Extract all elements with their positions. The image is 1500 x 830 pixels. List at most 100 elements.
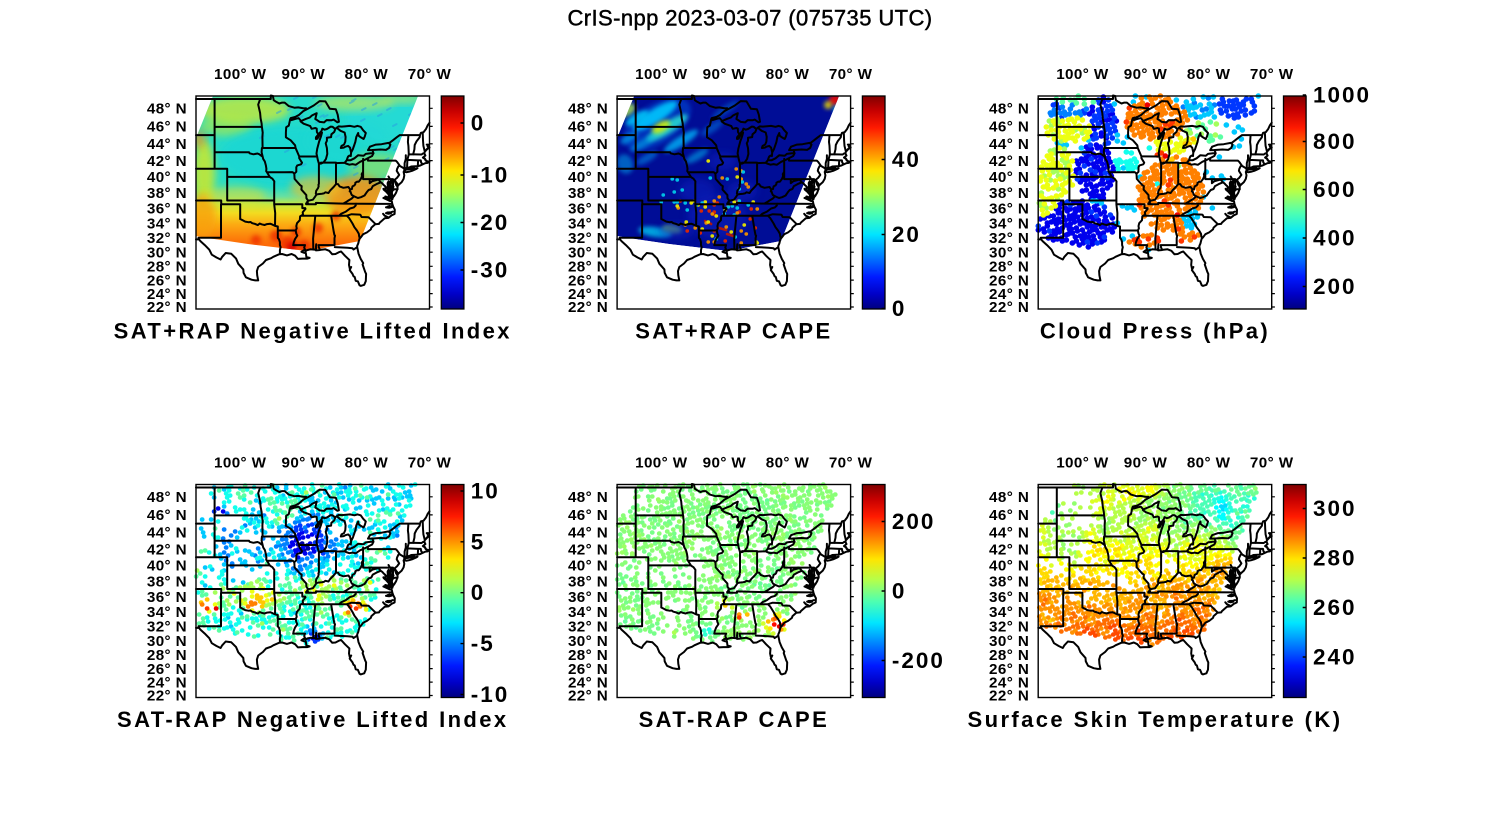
svg-text:32° N: 32° N	[147, 230, 187, 247]
svg-text:44° N: 44° N	[568, 136, 608, 153]
svg-text:42° N: 42° N	[147, 153, 187, 170]
svg-text:5: 5	[471, 529, 486, 554]
svg-text:24° N: 24° N	[568, 286, 608, 303]
svg-text:30° N: 30° N	[568, 633, 608, 650]
svg-text:80° W: 80° W	[1187, 66, 1231, 83]
svg-text:38° N: 38° N	[568, 185, 608, 202]
svg-text:40: 40	[892, 147, 921, 172]
svg-text:800: 800	[1313, 129, 1357, 154]
svg-text:24° N: 24° N	[147, 674, 187, 691]
svg-text:44° N: 44° N	[147, 136, 187, 153]
svg-text:90° W: 90° W	[1124, 454, 1168, 471]
svg-text:26° N: 26° N	[989, 272, 1029, 289]
svg-text:34° N: 34° N	[989, 215, 1029, 232]
svg-text:40° N: 40° N	[568, 169, 608, 186]
svg-text:38° N: 38° N	[989, 573, 1029, 590]
svg-text:48° N: 48° N	[568, 101, 608, 118]
svg-text:46° N: 46° N	[989, 119, 1029, 136]
svg-text:-20: -20	[471, 210, 510, 235]
svg-text:44° N: 44° N	[989, 525, 1029, 542]
svg-text:36° N: 36° N	[147, 589, 187, 606]
svg-text:70° W: 70° W	[829, 66, 873, 83]
svg-text:22° N: 22° N	[147, 299, 187, 316]
svg-text:38° N: 38° N	[147, 573, 187, 590]
svg-text:22° N: 22° N	[568, 688, 608, 705]
svg-text:280: 280	[1313, 546, 1357, 571]
svg-text:80° W: 80° W	[345, 454, 389, 471]
svg-text:28° N: 28° N	[989, 259, 1029, 276]
svg-text:46° N: 46° N	[147, 507, 187, 524]
svg-text:48° N: 48° N	[568, 489, 608, 506]
svg-text:30° N: 30° N	[989, 633, 1029, 650]
svg-text:22° N: 22° N	[147, 688, 187, 705]
svg-text:90° W: 90° W	[703, 66, 747, 83]
svg-text:36° N: 36° N	[989, 200, 1029, 217]
svg-text:30° N: 30° N	[147, 633, 187, 650]
svg-text:0: 0	[471, 111, 486, 136]
svg-text:70° W: 70° W	[1250, 66, 1294, 83]
svg-text:38° N: 38° N	[989, 185, 1029, 202]
svg-text:28° N: 28° N	[147, 647, 187, 664]
svg-text:48° N: 48° N	[147, 101, 187, 118]
svg-text:32° N: 32° N	[568, 619, 608, 636]
svg-text:40° N: 40° N	[989, 169, 1029, 186]
svg-text:90° W: 90° W	[703, 454, 747, 471]
svg-text:80° W: 80° W	[345, 66, 389, 83]
svg-text:32° N: 32° N	[568, 230, 608, 247]
svg-text:30° N: 30° N	[147, 244, 187, 261]
svg-text:100° W: 100° W	[635, 66, 688, 83]
svg-text:38° N: 38° N	[147, 185, 187, 202]
svg-text:46° N: 46° N	[147, 119, 187, 136]
svg-text:48° N: 48° N	[989, 489, 1029, 506]
svg-text:SAT+RAP CAPE: SAT+RAP CAPE	[635, 319, 832, 344]
svg-text:42° N: 42° N	[147, 541, 187, 558]
svg-text:70° W: 70° W	[1250, 454, 1294, 471]
svg-text:44° N: 44° N	[147, 525, 187, 542]
svg-text:26° N: 26° N	[568, 661, 608, 678]
svg-text:38° N: 38° N	[568, 573, 608, 590]
svg-text:36° N: 36° N	[568, 589, 608, 606]
svg-text:240: 240	[1313, 645, 1357, 670]
svg-text:40° N: 40° N	[147, 169, 187, 186]
svg-text:70° W: 70° W	[408, 66, 452, 83]
svg-text:22° N: 22° N	[989, 299, 1029, 316]
svg-text:48° N: 48° N	[147, 489, 187, 506]
svg-text:80° W: 80° W	[766, 454, 810, 471]
svg-text:42° N: 42° N	[568, 153, 608, 170]
svg-text:20: 20	[892, 222, 921, 247]
svg-text:48° N: 48° N	[989, 101, 1029, 118]
svg-text:0: 0	[892, 579, 907, 604]
svg-text:-5: -5	[471, 631, 495, 656]
svg-text:28° N: 28° N	[568, 647, 608, 664]
svg-text:26° N: 26° N	[147, 661, 187, 678]
svg-text:30° N: 30° N	[568, 244, 608, 261]
svg-text:SAT-RAP CAPE: SAT-RAP CAPE	[639, 707, 830, 732]
svg-text:70° W: 70° W	[408, 454, 452, 471]
svg-text:90° W: 90° W	[1124, 66, 1168, 83]
svg-text:Cloud Press (hPa): Cloud Press (hPa)	[1040, 319, 1270, 344]
svg-text:-10: -10	[471, 163, 510, 188]
svg-text:40° N: 40° N	[989, 558, 1029, 575]
svg-text:600: 600	[1313, 177, 1357, 202]
svg-text:100° W: 100° W	[635, 454, 688, 471]
svg-text:70° W: 70° W	[829, 454, 873, 471]
svg-text:26° N: 26° N	[989, 661, 1029, 678]
svg-text:SAT-RAP Negative Lifted Index: SAT-RAP Negative Lifted Index	[117, 707, 509, 732]
svg-text:100° W: 100° W	[1056, 66, 1109, 83]
svg-text:300: 300	[1313, 496, 1357, 521]
svg-text:26° N: 26° N	[568, 272, 608, 289]
svg-text:36° N: 36° N	[568, 200, 608, 217]
svg-text:400: 400	[1313, 226, 1357, 251]
svg-text:24° N: 24° N	[989, 286, 1029, 303]
svg-text:32° N: 32° N	[989, 619, 1029, 636]
svg-text:10: 10	[471, 479, 500, 504]
svg-text:100° W: 100° W	[214, 454, 267, 471]
svg-text:200: 200	[892, 509, 936, 534]
svg-text:34° N: 34° N	[989, 604, 1029, 621]
svg-text:36° N: 36° N	[147, 200, 187, 217]
svg-text:0: 0	[471, 580, 486, 605]
svg-text:90° W: 90° W	[282, 454, 326, 471]
svg-text:28° N: 28° N	[147, 259, 187, 276]
svg-text:34° N: 34° N	[568, 215, 608, 232]
svg-text:22° N: 22° N	[989, 688, 1029, 705]
